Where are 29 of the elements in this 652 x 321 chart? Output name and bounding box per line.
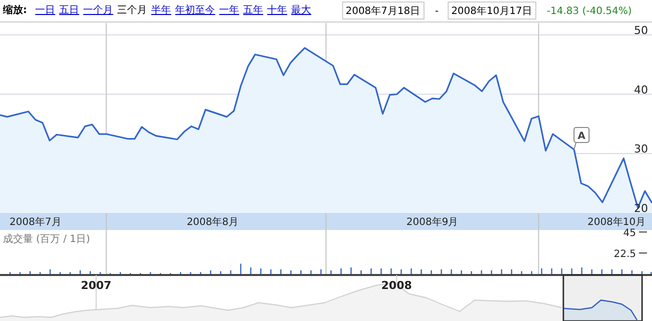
y-tick-label: 50 [634,24,648,37]
x-tick-label: 2007 [80,279,112,292]
text: 五年 [243,4,264,16]
y-tick-label: 22.5 [614,249,636,260]
y-tick-label: 40 [634,83,648,96]
x-tick-label: 2008 [381,279,412,292]
y-tick-label: 45 [623,228,636,239]
text: -14.83 (-40.54%) [546,6,632,17]
text: 缩放: [2,4,27,16]
y-axis-title: 成交量 (百万 / 1日) [3,233,90,245]
y-tick-label: 20 [634,202,648,215]
text: 一日 [35,5,56,16]
text: 年初至今 [175,4,216,16]
text: 一个月 [83,4,114,16]
x-tick-label: 2008年9月 [406,216,458,228]
text: 最大 [291,4,312,16]
y-tick-label: 30 [634,142,648,156]
text: 五日 [59,5,80,16]
text: 十年 [267,4,288,16]
text: 一年 [219,4,240,16]
text: 三个月 [117,4,148,16]
text: - [435,6,439,17]
x-tick-label: 2008年8月 [186,216,239,228]
date-field: 2008年10月17日 [448,2,536,20]
annotation: A [578,130,586,142]
x-tick-label: 2008年7月 [10,216,62,228]
x-tick-label: 2008年10月 [587,216,646,228]
date-field: 2008年7月18日 [342,2,424,20]
text: 半年 [151,4,172,16]
